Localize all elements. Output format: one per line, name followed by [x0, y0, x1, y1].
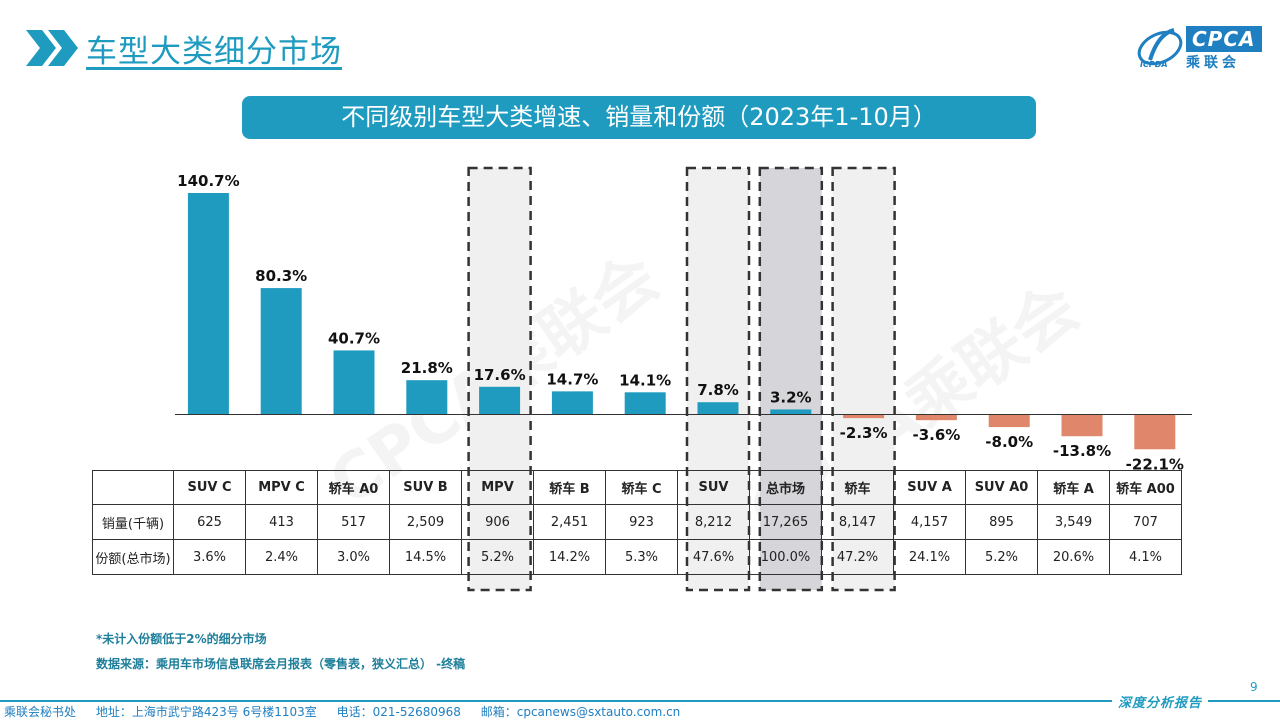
sales-cell: 906: [461, 504, 534, 540]
footer-tag: 深度分析报告: [1112, 692, 1209, 711]
chart-banner: 不同级别车型大类增速、销量和份额（2023年1-10月）: [242, 96, 1036, 139]
column-header: 总市场: [749, 470, 822, 505]
data-source: 数据来源：乘用车市场信息联席会月报表（零售表，狭义汇总） -终稿: [96, 657, 466, 671]
bar: [551, 391, 593, 415]
page-number: 9: [1250, 680, 1258, 694]
data-label: -3.6%: [912, 426, 960, 444]
bar: [697, 402, 739, 415]
sales-cell: 517: [317, 504, 390, 540]
bar: [479, 386, 521, 415]
highlight-frame: [685, 166, 751, 592]
share-cell: 2.4%: [245, 539, 318, 575]
bar: [333, 350, 375, 415]
share-cell: 14.2%: [533, 539, 606, 575]
footer-org: 乘联会秘书处: [4, 705, 77, 719]
bar: [406, 380, 448, 415]
logo-cn: 乘联会: [1186, 55, 1240, 71]
share-cell: 5.2%: [461, 539, 534, 575]
data-label: 80.3%: [255, 267, 307, 285]
column-header: 轿车 A0: [317, 470, 390, 505]
row-label-sales: 销量(千辆): [92, 504, 174, 540]
data-label: 140.7%: [177, 172, 239, 190]
column-header: 轿车 C: [605, 470, 678, 505]
data-label: 7.8%: [697, 381, 739, 399]
bar: [915, 414, 957, 421]
footer-phone: 电话：021-52680968: [336, 705, 461, 719]
share-cell: 24.1%: [893, 539, 966, 575]
share-cell: 47.6%: [677, 539, 750, 575]
data-label: 14.1%: [619, 371, 671, 389]
sales-cell: 895: [965, 504, 1038, 540]
column-header: MPV C: [245, 470, 318, 505]
bar: [770, 409, 812, 415]
sales-cell: 2,509: [389, 504, 462, 540]
chevron-double-icon: [26, 30, 78, 66]
share-cell: 47.2%: [821, 539, 894, 575]
data-label: 3.2%: [770, 388, 812, 406]
bar: [988, 414, 1030, 428]
data-label: -13.8%: [1053, 442, 1111, 460]
column-header: 轿车: [821, 470, 894, 505]
row-label-share: 份额(总市场): [92, 539, 174, 575]
bar: [843, 414, 885, 419]
bar: [1134, 414, 1176, 450]
highlight-frame: [758, 166, 824, 592]
data-label: 40.7%: [328, 329, 380, 347]
data-label: 21.8%: [401, 359, 453, 377]
share-cell: 14.5%: [389, 539, 462, 575]
data-table: SUV C MPV C 轿车 A0 SUV B MPV 轿车 B 轿车 C SUV 总市场 轿车 S…: [92, 470, 1182, 575]
sales-cell: 3,549: [1037, 504, 1110, 540]
sales-cell: 413: [245, 504, 318, 540]
column-header: 轿车 A00: [1109, 470, 1182, 505]
table-corner: [92, 470, 174, 505]
bar: [1061, 414, 1103, 437]
column-header: SUV A0: [965, 470, 1038, 505]
share-cell: 100.0%: [749, 539, 822, 575]
data-label: -2.3%: [840, 424, 888, 442]
sales-cell: 707: [1109, 504, 1182, 540]
column-header: MPV: [461, 470, 534, 505]
column-header: 轿车 B: [533, 470, 606, 505]
column-header: SUV A: [893, 470, 966, 505]
highlight-frame: [831, 166, 896, 592]
data-label: 14.7%: [546, 370, 598, 388]
footer-email[interactable]: 邮箱：cpcanews@sxtauto.com.cn: [480, 705, 681, 719]
logo-text: CPCA: [1186, 26, 1262, 52]
sales-cell: 8,147: [821, 504, 894, 540]
data-label: 17.6%: [474, 366, 526, 384]
footnote: *未计入份额低于2%的细分市场: [96, 632, 267, 646]
footer-contact: 乘联会秘书处 地址：上海市武宁路423号 6号楼1103室 电话：021-526…: [4, 703, 696, 720]
sales-cell: 8,212: [677, 504, 750, 540]
column-header: SUV: [677, 470, 750, 505]
share-cell: 3.6%: [173, 539, 246, 575]
sales-cell: 923: [605, 504, 678, 540]
logo-small: ICPDA: [1140, 60, 1168, 69]
sales-cell: 4,157: [893, 504, 966, 540]
column-header: SUV B: [389, 470, 462, 505]
data-label: -8.0%: [985, 433, 1033, 451]
share-cell: 3.0%: [317, 539, 390, 575]
sales-cell: 2,451: [533, 504, 606, 540]
share-cell: 5.3%: [605, 539, 678, 575]
bar: [624, 392, 666, 415]
footer-address: 地址：上海市武宁路423号 6号楼1103室: [95, 705, 317, 719]
share-cell: 4.1%: [1109, 539, 1182, 575]
column-header: 轿车 A: [1037, 470, 1110, 505]
column-header: SUV C: [173, 470, 246, 505]
highlight-frame: [467, 166, 532, 592]
data-label: -22.1%: [1126, 455, 1184, 473]
page-title: 车型大类细分市场: [86, 34, 342, 70]
share-cell: 5.2%: [965, 539, 1038, 575]
cpca-logo: [1137, 28, 1183, 66]
bar: [187, 193, 229, 415]
footer-divider: [0, 700, 1280, 702]
bar: [260, 288, 302, 415]
share-cell: 20.6%: [1037, 539, 1110, 575]
sales-cell: 17,265: [749, 504, 822, 540]
sales-cell: 625: [173, 504, 246, 540]
